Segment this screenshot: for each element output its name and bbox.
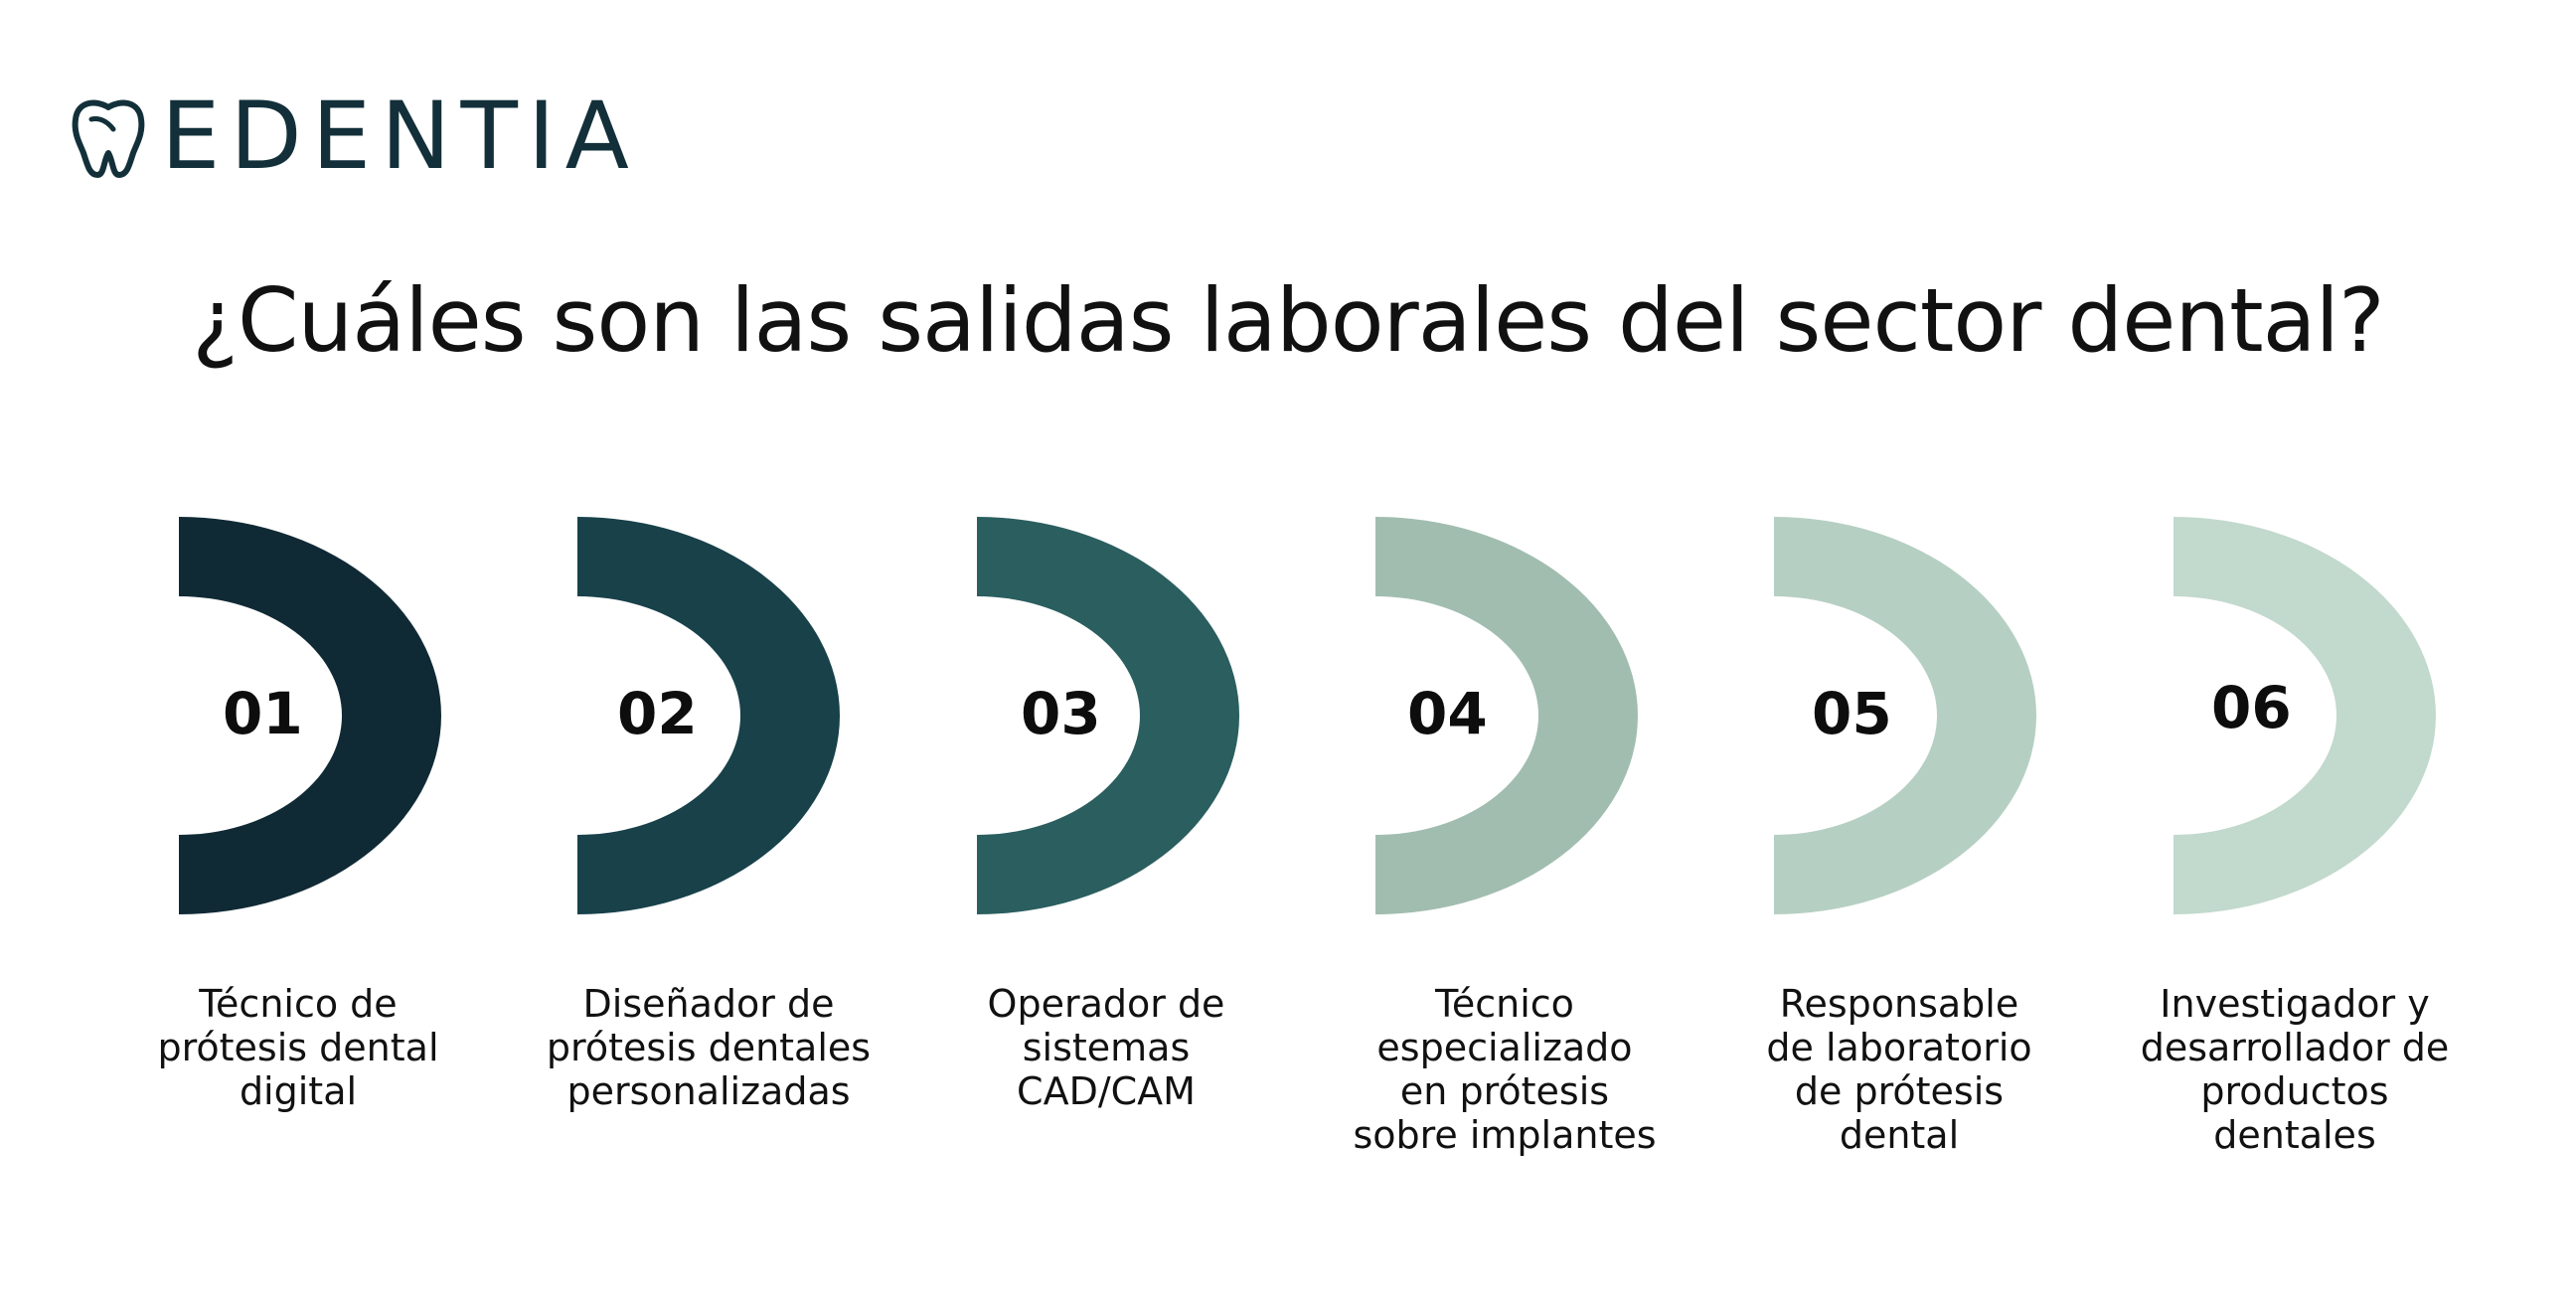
step-arc (977, 517, 1239, 914)
step-number: 03 (1021, 680, 1101, 747)
step-01: 01 Técnico de prótesis dental digital (158, 517, 572, 1163)
step-label: Operador de sistemas CAD/CAM (987, 982, 1225, 1113)
step-label: Técnico especializado en prótesis sobre … (1353, 982, 1657, 1157)
step-arc (577, 517, 840, 914)
page-title: ¿Cuáles son las salidas laborales del se… (192, 269, 2384, 372)
step-arc (1375, 517, 1638, 914)
step-05: 05 Responsable de laboratorio de prótesi… (1766, 517, 2168, 1163)
step-number: 01 (223, 680, 303, 747)
brand-name: EDENTIA (161, 82, 639, 191)
step-03: 03 Operador de sistemas CAD/CAM (973, 517, 1370, 1163)
step-arc (1774, 517, 2036, 914)
step-arc (2174, 517, 2436, 914)
step-number: 05 (1812, 680, 1892, 747)
step-label: Diseñador de prótesis dentales personali… (546, 982, 872, 1113)
step-number: 06 (2211, 674, 2292, 741)
step-label: Responsable de laboratorio de prótesis d… (1766, 982, 2032, 1157)
step-label: Investigador y desarrollador de producto… (2140, 982, 2450, 1157)
step-label: Técnico de prótesis dental digital (157, 982, 439, 1113)
step-04: 04 Técnico especializado en prótesis sob… (1353, 517, 1769, 1163)
step-number: 04 (1407, 680, 1488, 747)
tooth-icon (72, 99, 145, 178)
step-arc (179, 517, 441, 914)
step-06: 06 Investigador y desarrollador de produ… (2141, 517, 2567, 1163)
step-02: 02 Diseñador de prótesis dentales person… (547, 517, 971, 1163)
brand-logo: EDENTIA (70, 87, 639, 187)
step-number: 02 (617, 680, 698, 747)
